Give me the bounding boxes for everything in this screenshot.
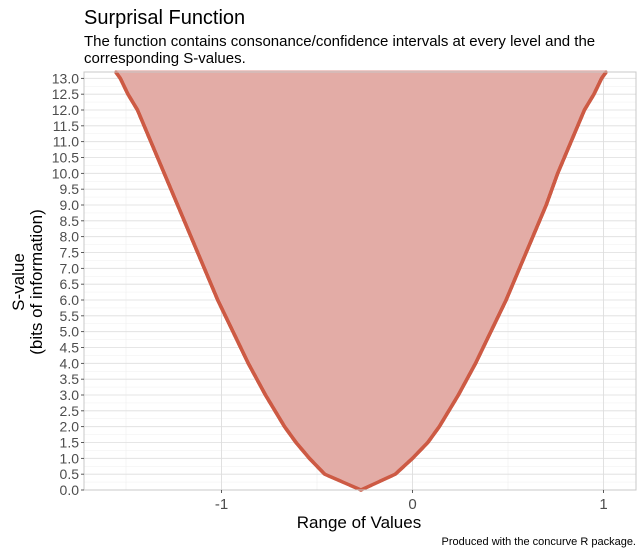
chart-title: Surprisal Function (84, 7, 245, 29)
y-axis-ticks: 0.00.51.01.52.02.53.03.54.04.55.05.56.06… (52, 70, 84, 498)
y-tick-label: 9.0 (60, 197, 80, 213)
y-tick-label: 5.0 (60, 324, 80, 340)
y-tick-label: 2.5 (60, 403, 80, 419)
chart-caption: Produced with the concurve R package. (442, 536, 636, 548)
y-tick-label: 12.0 (52, 102, 79, 118)
y-axis-label-line-2: (bits of information) (27, 209, 46, 355)
y-tick-label: 1.5 (60, 435, 80, 451)
y-tick-label: 4.5 (60, 340, 80, 356)
y-tick-label: 11.5 (53, 118, 79, 134)
y-tick-label: 10.5 (52, 150, 79, 166)
y-tick-label: 9.5 (60, 181, 80, 197)
chart-subtitle-line-1: The function contains consonance/confide… (84, 33, 595, 50)
y-tick-label: 12.5 (52, 86, 79, 102)
y-tick-label: 1.0 (60, 450, 80, 466)
x-tick-label: 0 (408, 496, 416, 513)
y-tick-label: 0.0 (60, 482, 80, 498)
y-tick-label: 2.0 (60, 419, 80, 435)
interval-area (114, 70, 608, 491)
y-tick-label: 7.0 (60, 260, 80, 276)
chart-subtitle-line-2: corresponding S-values. (84, 50, 246, 67)
x-axis-ticks: -1 0 1 (215, 490, 608, 513)
panel-border (83, 71, 637, 491)
y-tick-label: 10.0 (52, 165, 79, 181)
x-axis-label: Range of Values (297, 513, 421, 532)
y-tick-label: 7.5 (60, 245, 80, 261)
y-tick-label: 0.5 (60, 466, 80, 482)
y-tick-label: 11.0 (53, 134, 79, 150)
y-tick-label: 5.5 (60, 308, 80, 324)
y-tick-label: 6.0 (60, 292, 80, 308)
y-tick-label: 3.0 (60, 387, 80, 403)
y-tick-label: 4.0 (60, 355, 80, 371)
y-tick-label: 13.0 (52, 70, 79, 86)
y-axis-label: S-value (bits of information) (9, 209, 46, 355)
y-tick-label: 3.5 (60, 371, 80, 387)
x-tick-label: -1 (215, 496, 228, 513)
x-tick-label: 1 (599, 496, 607, 513)
y-axis-label-line-1: S-value (9, 253, 28, 311)
y-tick-label: 8.5 (60, 213, 80, 229)
interval-points (114, 70, 608, 492)
y-tick-label: 8.0 (60, 229, 80, 245)
y-tick-label: 6.5 (60, 276, 80, 292)
